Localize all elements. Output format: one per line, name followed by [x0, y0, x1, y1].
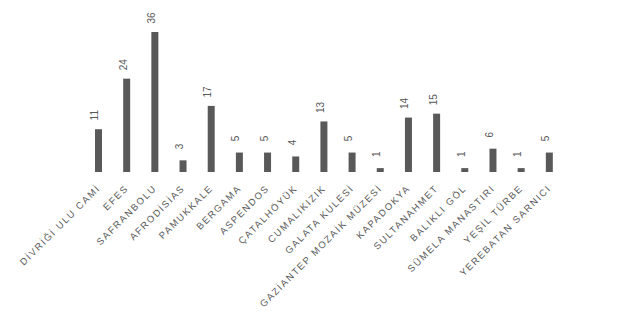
svg-text:BALIKLI GÖL: BALIKLI GÖL	[407, 182, 469, 244]
svg-text:EFES: EFES	[100, 182, 131, 213]
svg-text:ÇATALHÖYÜK: ÇATALHÖYÜK	[235, 182, 300, 247]
svg-text:5: 5	[259, 135, 270, 141]
svg-text:YEŞİL TÜRBE: YEŞİL TÜRBE	[461, 182, 525, 246]
svg-text:1: 1	[512, 151, 523, 157]
svg-text:ASPENDOS: ASPENDOS	[217, 182, 271, 236]
svg-text:24: 24	[118, 59, 129, 71]
svg-text:11: 11	[90, 110, 101, 121]
svg-text:5: 5	[343, 135, 354, 141]
svg-text:DİVRİĞİ ULU CAMİ: DİVRİĞİ ULU CAMİ	[17, 182, 102, 267]
svg-text:SULTANAHMET: SULTANAHMET	[371, 182, 441, 252]
svg-text:3: 3	[174, 143, 185, 149]
svg-text:5: 5	[540, 135, 551, 141]
svg-text:36: 36	[146, 12, 157, 24]
svg-text:AFRODİSİAS: AFRODİSİAS	[127, 182, 187, 243]
svg-text:6: 6	[484, 131, 495, 137]
svg-text:SÜMELA MANASTIRI: SÜMELA MANASTIRI	[405, 182, 497, 274]
svg-text:4: 4	[287, 139, 298, 145]
svg-text:14: 14	[399, 98, 410, 110]
svg-text:GALATA KULESİ: GALATA KULESİ	[282, 182, 356, 256]
svg-text:15: 15	[428, 94, 439, 106]
svg-text:CUMALIKIZIK: CUMALIKIZIK	[265, 182, 328, 245]
svg-text:PAMUKKALE: PAMUKKALE	[156, 182, 215, 241]
svg-text:5: 5	[230, 135, 241, 141]
svg-text:KAPADOKYA: KAPADOKYA	[353, 182, 413, 241]
svg-text:YEREBATAN SARNICI: YEREBATAN SARNICI	[457, 182, 553, 278]
svg-text:17: 17	[202, 86, 213, 98]
svg-text:SAFRANBOLU: SAFRANBOLU	[94, 182, 159, 248]
svg-text:13: 13	[315, 101, 326, 113]
svg-text:1: 1	[456, 151, 467, 157]
svg-text:1: 1	[371, 151, 382, 157]
svg-text:GAZİANTEP MOZAİK MÜZESİ: GAZİANTEP MOZAİK MÜZESİ	[257, 182, 384, 309]
svg-text:BERGAMA: BERGAMA	[193, 182, 244, 232]
